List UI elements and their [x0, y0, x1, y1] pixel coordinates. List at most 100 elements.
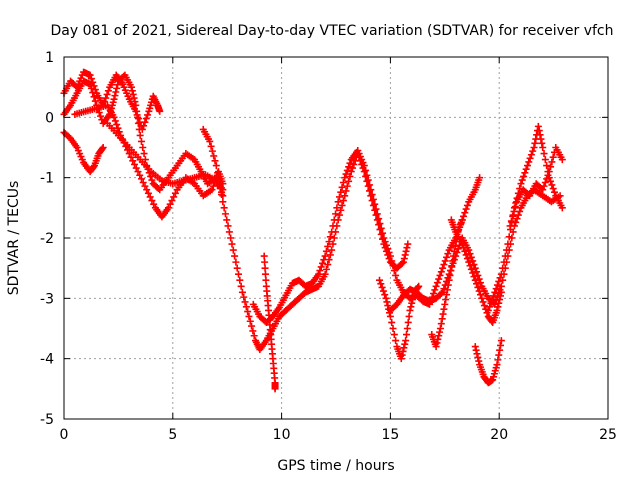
data-point — [467, 253, 475, 261]
data-point — [448, 262, 456, 270]
data-point — [471, 264, 479, 272]
data-point — [317, 263, 325, 271]
data-point — [261, 264, 269, 272]
data-point — [401, 340, 409, 348]
data-point — [547, 163, 555, 171]
data-point — [443, 291, 451, 299]
data-points — [60, 68, 566, 393]
data-point — [497, 337, 505, 345]
data-point — [366, 187, 374, 195]
data-point — [405, 312, 413, 320]
data-point — [441, 300, 449, 308]
data-point — [320, 256, 328, 264]
data-point — [321, 270, 329, 278]
data-point — [346, 172, 354, 180]
data-point — [341, 174, 349, 182]
data-point — [332, 210, 340, 218]
data-point — [260, 252, 268, 260]
data-point — [442, 296, 450, 304]
data-point — [390, 331, 398, 339]
data-point — [139, 144, 147, 151]
data-point — [473, 268, 481, 276]
data-point — [225, 228, 233, 236]
data-point — [435, 275, 443, 283]
data-point — [102, 94, 110, 102]
data-point — [386, 312, 394, 320]
data-point — [113, 84, 121, 92]
data-point — [262, 276, 270, 284]
data-point — [244, 308, 252, 316]
data-point — [437, 290, 445, 298]
x-tick-label: 5 — [168, 427, 177, 443]
data-point — [433, 339, 441, 347]
data-point — [492, 285, 500, 293]
data-point — [125, 150, 133, 158]
data-point — [328, 228, 336, 236]
data-point — [137, 175, 145, 183]
data-point — [206, 137, 214, 145]
data-point — [211, 157, 219, 165]
data-point — [326, 251, 334, 259]
data-point — [507, 217, 515, 225]
data-point — [449, 257, 457, 265]
data-point — [245, 312, 253, 320]
data-point — [343, 166, 351, 174]
data-point — [339, 197, 347, 205]
data-point — [400, 344, 408, 352]
series-arc-12 — [447, 216, 505, 326]
data-point — [170, 193, 178, 201]
data-point — [271, 385, 279, 393]
data-point — [506, 222, 514, 230]
data-point — [388, 257, 396, 265]
data-point — [443, 253, 451, 261]
data-point — [363, 171, 371, 179]
data-point — [379, 287, 387, 295]
data-point — [435, 332, 443, 340]
data-point — [100, 98, 108, 106]
data-point — [321, 252, 329, 260]
data-point — [89, 89, 97, 97]
data-point — [168, 197, 176, 205]
data-point — [132, 164, 140, 172]
data-point — [432, 282, 440, 290]
data-point — [414, 283, 422, 291]
data-point — [144, 111, 152, 119]
data-point — [228, 240, 236, 248]
data-point — [497, 282, 505, 290]
data-point — [441, 257, 449, 265]
data-point — [463, 201, 471, 209]
data-point — [383, 298, 391, 306]
data-point — [220, 204, 228, 212]
data-point — [134, 113, 142, 121]
data-point — [465, 258, 473, 266]
data-point — [375, 221, 383, 229]
data-point — [378, 283, 386, 291]
data-point — [319, 259, 327, 267]
data-point — [495, 299, 503, 307]
data-point — [363, 177, 371, 185]
data-point — [431, 286, 439, 294]
data-point — [493, 281, 501, 289]
data-point — [381, 238, 389, 246]
data-point — [461, 247, 469, 255]
data-point — [439, 264, 447, 272]
data-point — [376, 276, 384, 284]
data-point — [433, 279, 441, 287]
y-tick-label: -4 — [40, 352, 54, 368]
data-point — [497, 270, 505, 278]
data-point — [445, 276, 453, 284]
data-point — [99, 144, 107, 151]
data-point — [402, 247, 410, 255]
data-point — [376, 220, 384, 228]
data-point — [377, 280, 385, 288]
data-point — [87, 84, 95, 92]
data-point — [540, 150, 548, 158]
data-point — [392, 337, 400, 345]
data-point — [360, 168, 368, 176]
data-point — [349, 164, 357, 172]
data-point — [399, 347, 407, 355]
data-point — [470, 273, 478, 281]
data-point — [362, 166, 370, 174]
data-point — [440, 261, 448, 269]
